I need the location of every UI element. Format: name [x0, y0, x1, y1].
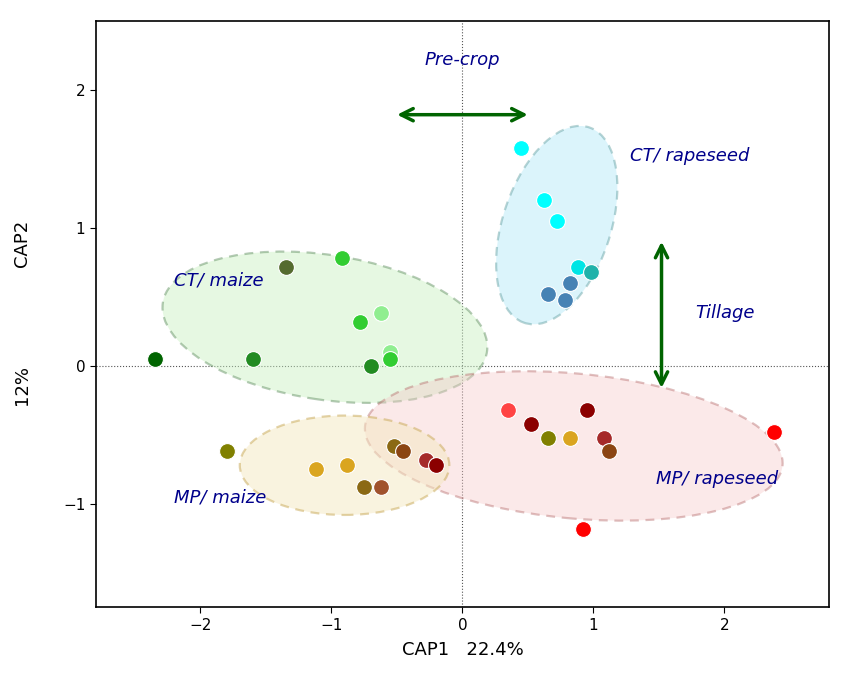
Point	[246, 354, 260, 364]
Point	[563, 432, 576, 443]
Point	[576, 524, 590, 534]
Point	[541, 432, 554, 443]
Point	[558, 294, 571, 305]
Point	[603, 446, 616, 457]
Text: MP/ maize: MP/ maize	[174, 488, 267, 506]
Text: CT/ rapeseed: CT/ rapeseed	[630, 147, 750, 165]
Point	[279, 261, 292, 272]
Point	[148, 354, 162, 364]
Point	[524, 418, 537, 429]
Point	[584, 267, 598, 277]
Point	[220, 446, 234, 457]
Point	[383, 347, 397, 358]
Text: Tillage: Tillage	[695, 305, 755, 322]
Point	[364, 360, 377, 371]
Ellipse shape	[162, 252, 487, 403]
Ellipse shape	[365, 371, 783, 521]
Ellipse shape	[240, 415, 450, 515]
Ellipse shape	[496, 126, 617, 324]
Point	[388, 441, 401, 452]
Point	[375, 308, 388, 319]
Point	[383, 354, 397, 364]
Point	[419, 454, 433, 465]
Text: MP/ rapeseed: MP/ rapeseed	[656, 470, 779, 488]
Point	[571, 261, 585, 272]
Point	[597, 432, 610, 443]
Text: CT/ maize: CT/ maize	[174, 271, 264, 289]
Point	[335, 253, 348, 264]
Point	[309, 464, 322, 475]
Point	[357, 482, 371, 493]
Point	[768, 426, 781, 437]
Text: 12%: 12%	[14, 364, 31, 405]
Point	[429, 460, 443, 471]
Point	[537, 194, 551, 205]
Text: CAP2: CAP2	[14, 220, 31, 267]
Point	[541, 289, 554, 300]
Point	[502, 405, 515, 415]
Point	[514, 142, 528, 153]
X-axis label: CAP1   22.4%: CAP1 22.4%	[401, 641, 524, 659]
Text: Pre-crop: Pre-crop	[425, 51, 500, 69]
Point	[550, 216, 564, 226]
Point	[375, 482, 388, 493]
Point	[563, 277, 576, 288]
Point	[580, 405, 593, 415]
Point	[354, 316, 367, 327]
Point	[340, 460, 354, 471]
Point	[397, 446, 411, 457]
